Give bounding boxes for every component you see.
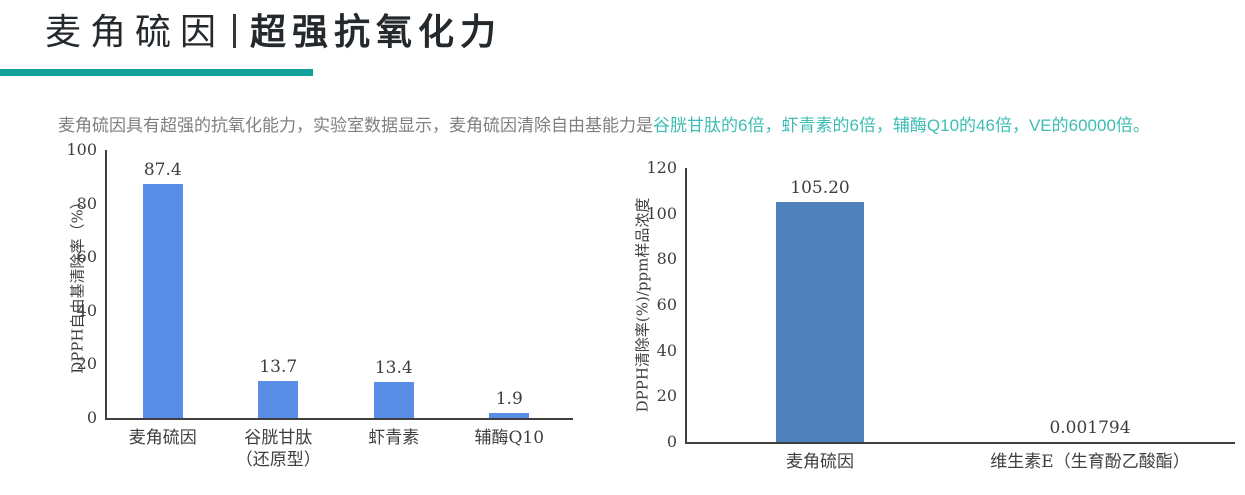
- y-tick-label: 0: [86, 408, 97, 427]
- category-label: 虾青素: [368, 428, 420, 448]
- y-tick-label: 100: [646, 203, 677, 223]
- bar-value-label: 105.20: [790, 177, 850, 198]
- y-tick-label: 20: [656, 386, 677, 406]
- accent-underline-bar: [0, 69, 313, 76]
- category-label: 辅酶Q10: [474, 428, 545, 448]
- intro-text-highlight: 谷胱甘肽的6倍，虾青素的6倍，辅酶Q10的46倍，VE的60000倍。: [653, 116, 1150, 135]
- y-axis-label: DPPH清除率(%)/ppm样品浓度: [633, 197, 652, 413]
- bar-value-label: 1.9: [495, 388, 523, 409]
- bar: [776, 201, 864, 442]
- y-tick-label: 80: [76, 193, 97, 213]
- bar: [489, 412, 530, 418]
- title-divider: [233, 14, 237, 48]
- category-label: 谷胱甘肽 （还原型）: [235, 428, 321, 470]
- y-tick-label: 40: [656, 340, 677, 360]
- category-label: 麦角硫因: [786, 452, 854, 472]
- category-label: 麦角硫因: [128, 428, 197, 448]
- page-title-secondary: 超强抗氧化力: [250, 11, 503, 52]
- page-title-primary: 麦角硫因: [45, 11, 226, 52]
- bar-value-label: 0.001794: [1049, 417, 1131, 438]
- dpph-scavenging-rate-chart: 0 20 40 60 80 100 DPPH自由基清除率（%） 87.4 麦角硫因 13.7 谷胱甘…: [62, 141, 577, 490]
- x-axis-line: [105, 418, 573, 420]
- y-tick-label: 80: [656, 249, 677, 269]
- x-axis-line: [685, 442, 1235, 444]
- y-tick-label: 60: [656, 295, 677, 314]
- y-axis-line: [105, 150, 107, 418]
- y-axis-line: [685, 168, 687, 442]
- dpph-per-ppm-chart: 0 20 40 60 80 100 120 DPPH清除率(%)/ppm样品浓度 105.20 麦…: [630, 145, 1242, 490]
- y-tick-label: 20: [76, 354, 97, 374]
- y-tick-label: 40: [76, 300, 97, 320]
- bar-value-label: 87.4: [143, 159, 182, 180]
- y-tick-label: 60: [76, 247, 97, 267]
- page-title: 麦角硫因 超强抗氧化力: [45, 10, 502, 54]
- category-label: 维生素E（生育酚乙酸酯）: [990, 452, 1190, 472]
- bar: [373, 382, 414, 418]
- bar-value-label: 13.4: [374, 358, 413, 379]
- y-tick-label: 100: [66, 140, 97, 159]
- y-tick-label: 0: [666, 432, 677, 451]
- intro-text-lead: 麦角硫因具有超强的抗氧化能力，实验室数据显示，麦角硫因清除自由基能力是: [58, 116, 653, 135]
- y-tick-label: 120: [646, 158, 677, 177]
- bar: [142, 183, 183, 418]
- bar-value-label: 13.7: [259, 357, 298, 378]
- y-axis-label: DPPH自由基清除率（%）: [68, 194, 87, 374]
- bar: [258, 381, 299, 418]
- intro-text: 麦角硫因具有超强的抗氧化能力，实验室数据显示，麦角硫因清除自由基能力是谷胱甘肽的…: [58, 113, 1238, 138]
